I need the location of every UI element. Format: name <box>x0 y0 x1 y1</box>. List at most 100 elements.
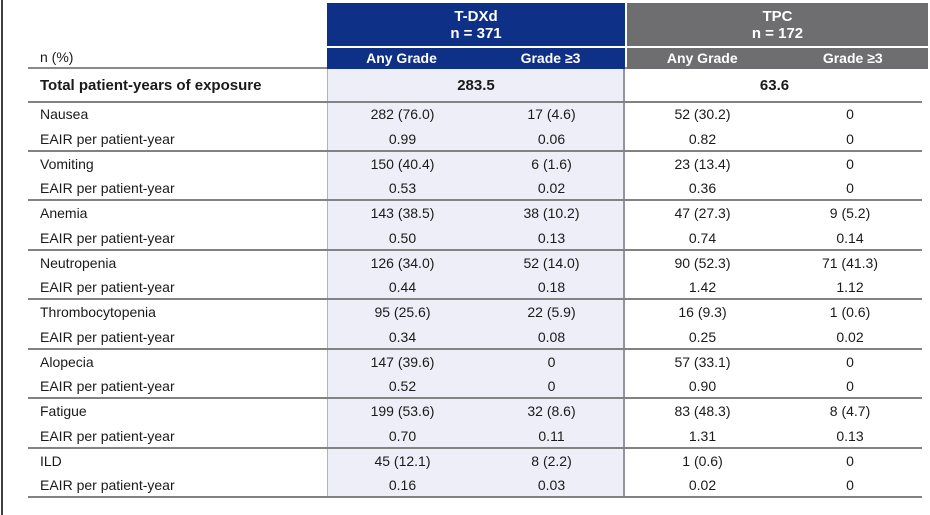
value-tpc-g3: 71 (41.3) <box>821 254 879 271</box>
value-tpc-any: 1 (0.6) <box>682 452 723 469</box>
row-group-nausea: Nausea 282 (76.0) 17 (4.6) 52 (30.2) 0 E… <box>28 102 922 152</box>
tpc-arm-n: n = 172 <box>751 25 804 42</box>
eair-tdxd-g3: 0.11 <box>538 427 565 444</box>
total-exposure-tdxd: 283.5 <box>457 77 495 94</box>
eair-tdxd-any: 0.70 <box>388 427 417 444</box>
tpc-subheader-band: Any Grade Grade ≥3 <box>627 48 928 69</box>
tdxd-header-band: T-DXd n = 371 <box>327 3 625 46</box>
tpc-arm-label: TPC <box>762 8 793 25</box>
eair-tpc-g3: 0.02 <box>836 328 864 345</box>
value-tpc-g3: 1 (0.6) <box>829 304 871 320</box>
total-exposure-tpc: 63.6 <box>759 77 790 94</box>
eair-tpc-g3: 0 <box>846 130 854 147</box>
value-tdxd-g3: 0 <box>547 353 556 370</box>
eair-tpc-any: 1.42 <box>688 279 717 296</box>
value-tdxd-any: 143 (38.5) <box>370 205 435 221</box>
eair-tdxd-any: 0.50 <box>388 229 417 246</box>
row-group-vomiting: Vomiting 150 (40.4) 6 (1.6) 23 (13.4) 0 … <box>28 152 922 201</box>
value-tdxd-g3: 8 (2.2) <box>531 452 572 469</box>
eair-tdxd-g3: 0.06 <box>537 130 566 147</box>
value-tdxd-any: 150 (40.4) <box>370 155 435 172</box>
value-tpc-g3: 0 <box>846 155 854 172</box>
eair-tpc-any: 0.82 <box>688 130 717 147</box>
adverse-event-name: Alopecia <box>40 353 94 370</box>
adverse-event-name: Thrombocytopenia <box>40 304 156 320</box>
eair-tpc-any: 0.02 <box>688 477 717 494</box>
value-tpc-g3: 0 <box>846 452 854 469</box>
adverse-event-name: Neutropenia <box>40 254 117 271</box>
value-tpc-g3: 8 (4.7) <box>829 403 871 419</box>
value-tdxd-any: 45 (12.1) <box>374 452 431 469</box>
value-tpc-any: 23 (13.4) <box>674 155 731 172</box>
eair-tdxd-g3: 0.08 <box>537 328 566 345</box>
value-tpc-any: 52 (30.2) <box>674 106 731 122</box>
value-tpc-any: 90 (52.3) <box>674 254 731 271</box>
eair-tdxd-g3: 0.13 <box>537 229 566 246</box>
value-tpc-any: 16 (9.3) <box>678 304 727 320</box>
eair-tpc-any: 0.36 <box>688 180 717 197</box>
tdxd-column-highlight <box>327 69 625 498</box>
adverse-event-name: Fatigue <box>40 403 87 419</box>
adverse-event-name: Nausea <box>40 106 89 122</box>
row-group-neutropenia: Neutropenia 126 (34.0) 52 (14.0) 90 (52.… <box>28 251 922 300</box>
value-tdxd-g3: 6 (1.6) <box>531 155 572 172</box>
adverse-event-name: ILD <box>40 452 62 469</box>
eair-tpc-g3: 0 <box>846 477 854 494</box>
row-group-fatigue: Fatigue 199 (53.6) 32 (8.6) 83 (48.3) 8 … <box>28 399 922 449</box>
tpc-any-grade-header: Any Grade <box>666 50 738 66</box>
eair-tdxd-any: 0.53 <box>388 180 417 197</box>
total-exposure-row: Total patient-years of exposure 283.5 63… <box>28 70 922 103</box>
value-tpc-g3: 0 <box>846 106 854 122</box>
value-tdxd-any: 199 (53.6) <box>370 403 435 419</box>
tdxd-arm-n: n = 371 <box>450 25 502 42</box>
value-tpc-g3: 0 <box>846 353 854 370</box>
value-tdxd-any: 147 (39.6) <box>370 353 435 370</box>
tpc-header-band: TPC n = 172 <box>627 3 928 46</box>
eair-tpc-g3: 0 <box>846 378 854 395</box>
eair-label: EAIR per patient-year <box>40 427 175 444</box>
eair-tpc-any: 0.90 <box>688 378 717 395</box>
row-group-anemia: Anemia 143 (38.5) 38 (10.2) 47 (27.3) 9 … <box>28 201 922 251</box>
eair-label: EAIR per patient-year <box>40 477 175 494</box>
n-percent-header: n (%) <box>40 49 74 65</box>
eair-label: EAIR per patient-year <box>40 328 175 345</box>
eair-label: EAIR per patient-year <box>40 229 175 246</box>
value-tdxd-any: 95 (25.6) <box>374 304 431 320</box>
value-tdxd-g3: 38 (10.2) <box>523 205 580 221</box>
eair-label: EAIR per patient-year <box>40 130 175 147</box>
value-tdxd-g3: 17 (4.6) <box>527 106 576 122</box>
eair-tpc-any: 1.31 <box>688 427 717 444</box>
value-tpc-any: 57 (33.1) <box>674 353 731 370</box>
eair-tdxd-any: 0.99 <box>388 130 417 147</box>
eair-tdxd-any: 0.52 <box>388 378 417 395</box>
value-tpc-any: 83 (48.3) <box>674 403 731 419</box>
eair-tpc-any: 0.74 <box>688 229 717 246</box>
tdxd-arm-label: T-DXd <box>454 8 498 25</box>
eair-tdxd-g3: 0.03 <box>537 477 566 494</box>
value-tdxd-any: 126 (34.0) <box>370 254 435 271</box>
eair-tpc-g3: 0 <box>846 180 854 197</box>
adverse-event-name: Anemia <box>40 205 88 221</box>
row-group-ild: ILD 45 (12.1) 8 (2.2) 1 (0.6) 0 EAIR per… <box>28 449 922 498</box>
value-tpc-any: 47 (27.3) <box>674 205 731 221</box>
row-group-thrombocytopenia: Thrombocytopenia 95 (25.6) 22 (5.9) 16 (… <box>28 300 922 350</box>
eair-tdxd-any: 0.34 <box>388 328 417 345</box>
eair-label: EAIR per patient-year <box>40 279 175 296</box>
eair-tpc-g3: 0.13 <box>836 427 864 444</box>
left-edge-line <box>1 0 3 515</box>
row-group-alopecia: Alopecia 147 (39.6) 0 57 (33.1) 0 EAIR p… <box>28 350 922 399</box>
eair-tdxd-any: 0.16 <box>388 477 417 494</box>
value-tdxd-g3: 32 (8.6) <box>527 403 576 419</box>
value-tpc-g3: 9 (5.2) <box>829 205 871 221</box>
eair-tdxd-g3: 0.18 <box>537 279 566 296</box>
eair-tdxd-any: 0.44 <box>388 279 417 296</box>
value-tdxd-any: 282 (76.0) <box>370 106 435 122</box>
tpc-grade3-header: Grade ≥3 <box>822 50 883 66</box>
tdxd-subheader-band: Any Grade Grade ≥3 <box>327 48 625 69</box>
eair-tdxd-g3: 0 <box>547 378 556 395</box>
eair-tdxd-g3: 0.02 <box>537 180 566 197</box>
eair-tpc-any: 0.25 <box>688 328 717 345</box>
eair-label: EAIR per patient-year <box>40 180 175 197</box>
value-tdxd-g3: 52 (14.0) <box>523 254 580 271</box>
